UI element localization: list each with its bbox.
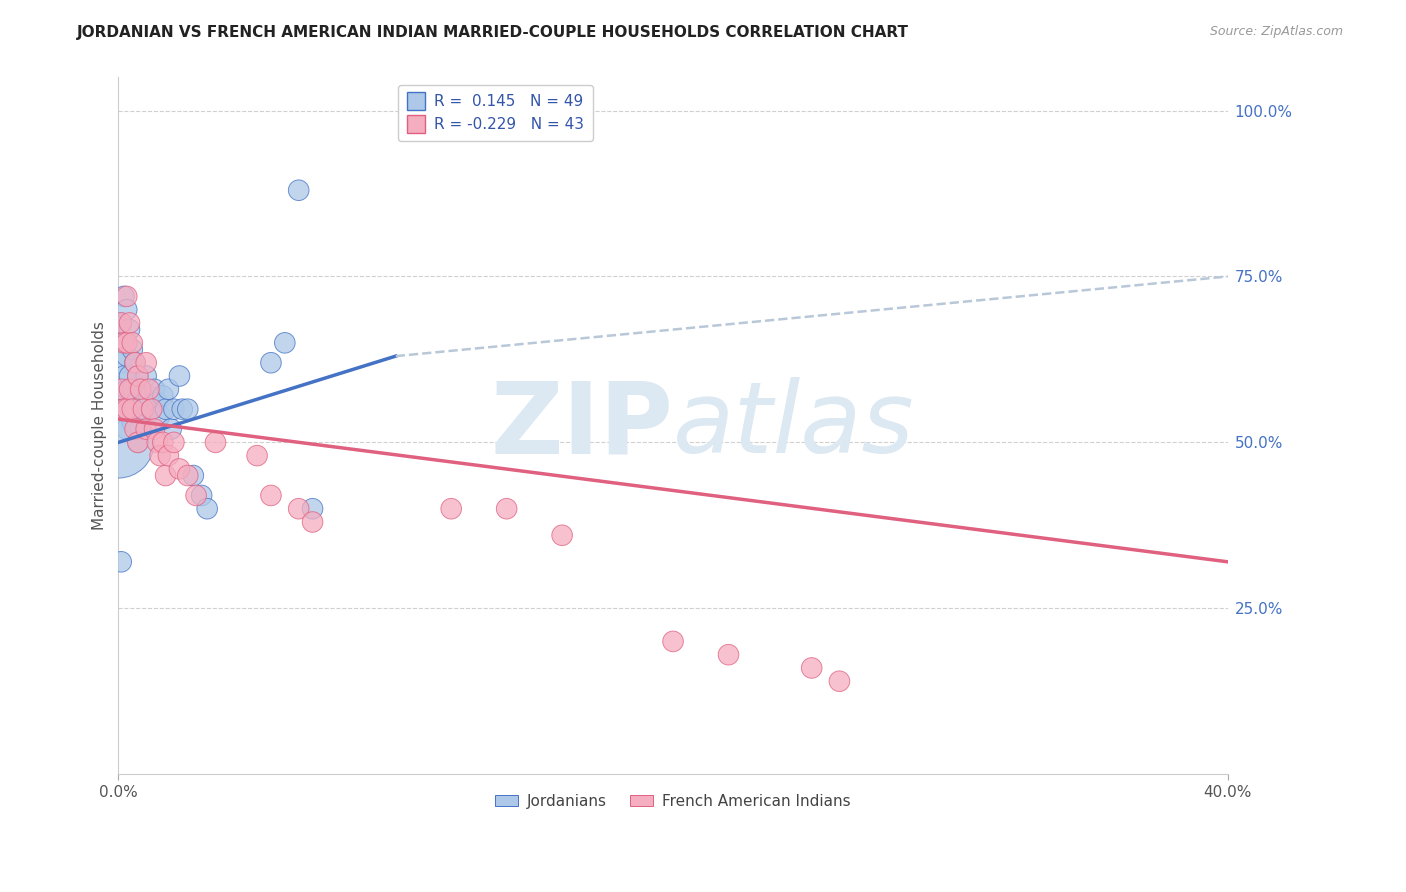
Point — [177, 402, 200, 417]
Point — [146, 395, 169, 409]
Point — [115, 382, 138, 396]
Point — [127, 409, 149, 423]
Point — [169, 369, 191, 384]
Point — [163, 435, 186, 450]
Point — [204, 435, 226, 450]
Point — [138, 389, 160, 403]
Point — [112, 335, 135, 350]
Point — [828, 674, 851, 689]
Point — [118, 402, 141, 417]
Point — [121, 382, 143, 396]
Point — [135, 422, 157, 436]
Point — [118, 382, 141, 396]
Point — [135, 409, 157, 423]
Text: Source: ZipAtlas.com: Source: ZipAtlas.com — [1209, 25, 1343, 38]
Point — [129, 382, 152, 396]
Point — [141, 402, 163, 417]
Point — [115, 349, 138, 363]
Point — [118, 322, 141, 336]
Point — [110, 316, 132, 330]
Text: atlas: atlas — [673, 377, 915, 475]
Point — [157, 449, 180, 463]
Point — [121, 343, 143, 357]
Point — [107, 435, 129, 450]
Point — [184, 488, 207, 502]
Point — [132, 402, 155, 417]
Point — [287, 501, 309, 516]
Point — [110, 382, 132, 396]
Point — [112, 289, 135, 303]
Point — [287, 183, 309, 197]
Point — [127, 369, 149, 384]
Point — [124, 356, 146, 370]
Point — [135, 369, 157, 384]
Point — [124, 356, 146, 370]
Point — [495, 501, 517, 516]
Point — [152, 435, 174, 450]
Point — [129, 422, 152, 436]
Point — [800, 661, 823, 675]
Point — [138, 382, 160, 396]
Legend: Jordanians, French American Indians: Jordanians, French American Indians — [489, 788, 858, 815]
Point — [146, 435, 169, 450]
Point — [121, 402, 143, 417]
Point — [124, 422, 146, 436]
Point — [127, 369, 149, 384]
Point — [110, 555, 132, 569]
Point — [155, 402, 177, 417]
Point — [143, 382, 166, 396]
Point — [301, 501, 323, 516]
Point — [143, 422, 166, 436]
Point — [152, 389, 174, 403]
Point — [172, 402, 194, 417]
Point — [110, 382, 132, 396]
Point — [440, 501, 463, 516]
Point — [155, 468, 177, 483]
Point — [115, 302, 138, 317]
Y-axis label: Married-couple Households: Married-couple Households — [93, 321, 107, 530]
Point — [112, 369, 135, 384]
Point — [132, 395, 155, 409]
Point — [160, 422, 183, 436]
Point — [260, 488, 283, 502]
Point — [662, 634, 685, 648]
Point — [112, 402, 135, 417]
Text: ZIP: ZIP — [491, 377, 673, 475]
Point — [115, 422, 138, 436]
Point — [115, 402, 138, 417]
Point — [149, 449, 172, 463]
Point — [110, 316, 132, 330]
Point — [129, 382, 152, 396]
Point — [112, 335, 135, 350]
Point — [717, 648, 740, 662]
Point — [121, 335, 143, 350]
Point — [246, 449, 269, 463]
Point — [157, 382, 180, 396]
Point — [177, 468, 200, 483]
Point — [169, 462, 191, 476]
Point — [110, 356, 132, 370]
Point — [149, 409, 172, 423]
Point — [124, 395, 146, 409]
Point — [301, 515, 323, 529]
Point — [115, 335, 138, 350]
Point — [115, 289, 138, 303]
Point — [118, 316, 141, 330]
Point — [181, 468, 204, 483]
Point — [551, 528, 574, 542]
Point — [112, 402, 135, 417]
Point — [195, 501, 218, 516]
Point — [127, 435, 149, 450]
Point — [163, 402, 186, 417]
Point — [121, 416, 143, 430]
Point — [127, 435, 149, 450]
Point — [260, 356, 283, 370]
Point — [274, 335, 297, 350]
Point — [118, 369, 141, 384]
Point — [190, 488, 212, 502]
Text: JORDANIAN VS FRENCH AMERICAN INDIAN MARRIED-COUPLE HOUSEHOLDS CORRELATION CHART: JORDANIAN VS FRENCH AMERICAN INDIAN MARR… — [77, 25, 910, 40]
Point — [135, 356, 157, 370]
Point — [141, 402, 163, 417]
